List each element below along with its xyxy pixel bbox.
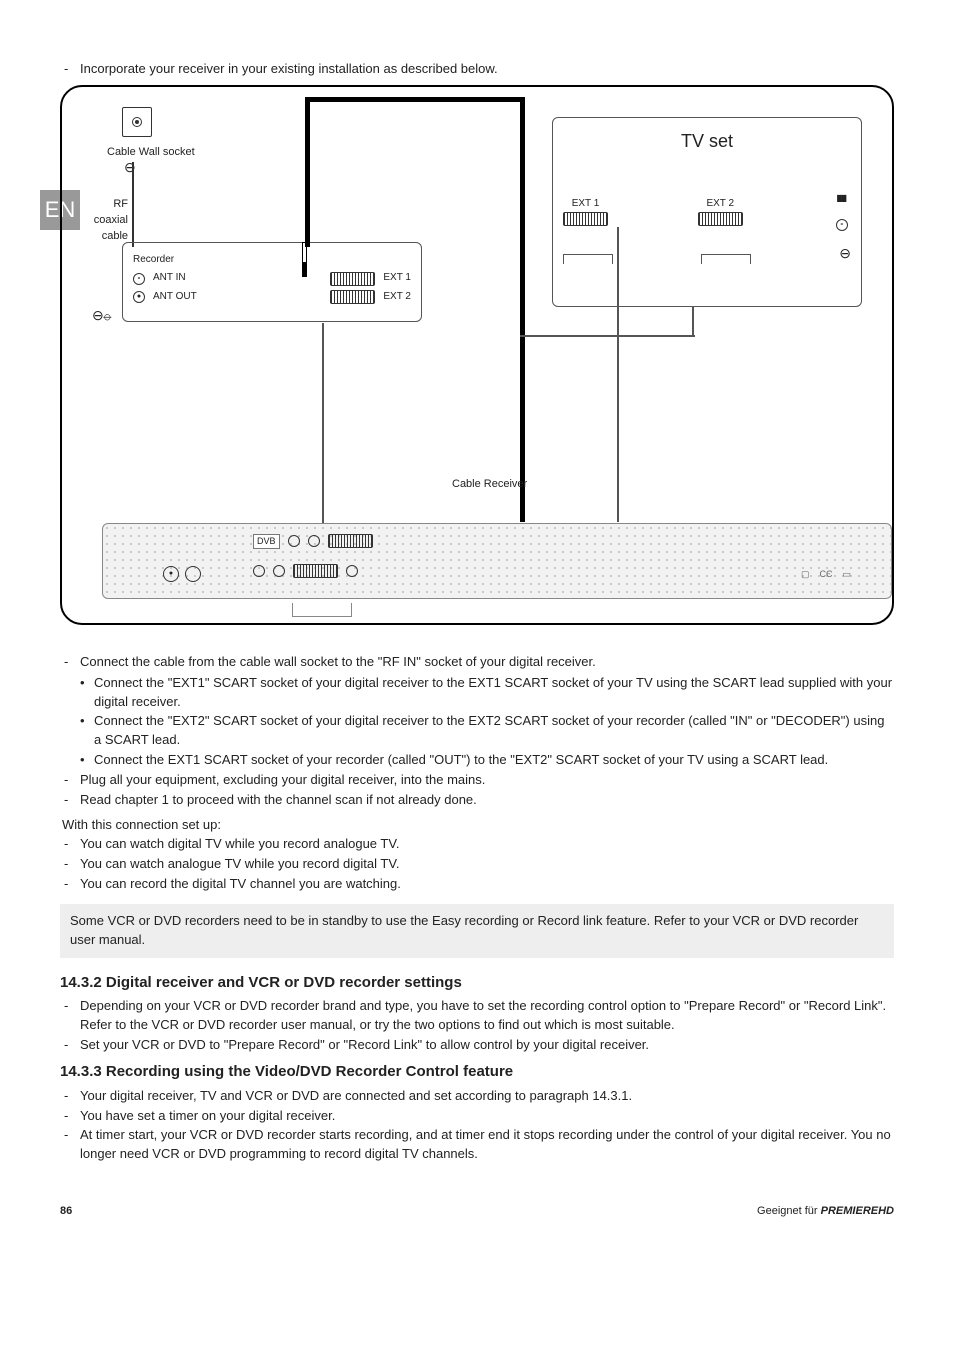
- footer-brand-line: Geeignet für PREMIEREHD: [757, 1204, 894, 1220]
- rcv-psu: ▭: [842, 568, 851, 581]
- connection-steps: Connect the cable from the cable wall so…: [60, 653, 894, 810]
- page-footer: 86 Geeignet für PREMIEREHD: [60, 1204, 894, 1220]
- tv-ext1-label: EXT 1: [563, 197, 608, 212]
- connection-diagram: Cable Wall socket ⊖ RF coaxial cable Rec…: [60, 85, 894, 625]
- setup-capabilities: You can watch digital TV while you recor…: [60, 835, 894, 894]
- cable-thin-tv2: [692, 307, 694, 337]
- sec3-item-0: Your digital receiver, TV and VCR or DVD…: [60, 1087, 894, 1106]
- cap-record-digital: You can record the digital TV channel yo…: [60, 875, 894, 894]
- rf-cable-line: [132, 162, 134, 247]
- sec2-item-1: Set your VCR or DVD to "Prepare Record" …: [60, 1036, 894, 1055]
- cable-thin-rec-down: [322, 323, 324, 523]
- footer-pre: Geeignet für: [757, 1205, 821, 1217]
- heading-14-3-2: 14.3.2 Digital receiver and VCR or DVD r…: [60, 972, 894, 994]
- ant-out-label: ANT OUT: [153, 290, 197, 305]
- recorder-ext2-label: EXT 2: [383, 290, 411, 305]
- sec2-item-0: Depending on your VCR or DVD recorder br…: [60, 997, 894, 1035]
- rcv-scart-1: [328, 534, 373, 548]
- step-plug-mains: Plug all your equipment, excluding your …: [60, 771, 894, 790]
- wall-socket-group: [122, 107, 152, 139]
- tv-ext1-scart-icon: [563, 212, 608, 226]
- page-number: 86: [60, 1204, 72, 1220]
- sec-14-3-3-list: Your digital receiver, TV and VCR or DVD…: [60, 1087, 894, 1164]
- footer-brand: PREMIERE: [821, 1205, 878, 1217]
- heading-14-3-3: 14.3.3 Recording using the Video/DVD Rec…: [60, 1061, 894, 1083]
- step-connect-cable: Connect the cable from the cable wall so…: [60, 653, 894, 770]
- cable-thin-tv1: [617, 307, 619, 522]
- step-connect-cable-text: Connect the cable from the cable wall so…: [80, 654, 596, 669]
- tv-speaker-icon: ▝▘: [833, 194, 851, 211]
- rcv-scart-2: [293, 564, 338, 578]
- tv-ext2-scart-icon: [698, 212, 743, 226]
- intro-text: Incorporate your receiver in your existi…: [60, 60, 894, 79]
- ant-in-label: ANT IN: [153, 271, 186, 286]
- tv-ext2-label: EXT 2: [698, 197, 743, 212]
- tv-stand-left: [563, 254, 613, 264]
- cable-thick-top: [305, 97, 525, 102]
- ant-out-icon: ●: [133, 291, 145, 303]
- cable-thick-leftv: [305, 97, 310, 247]
- rcv-port-1: [288, 535, 300, 547]
- sec3-item-1: You have set a timer on your digital rec…: [60, 1107, 894, 1126]
- standby-note: Some VCR or DVD recorders need to be in …: [60, 904, 894, 958]
- cable-thick-right: [520, 97, 525, 522]
- receiver-stand: [292, 603, 352, 617]
- cable-receiver-label: Cable Receiver: [452, 477, 527, 493]
- rcv-mark-box: ▢: [801, 568, 810, 581]
- recorder-power-icon: ⊖⦵: [92, 305, 112, 325]
- rcv-port-4: [273, 565, 285, 577]
- tv-box: TV set EXT 1 EXT 2 ▝▘ ∘ ⊖: [552, 117, 862, 307]
- dvb-badge: DVB: [253, 534, 280, 549]
- cable-thick-1a: [302, 262, 307, 277]
- tv-title: TV set: [563, 128, 851, 154]
- rcv-ce-mark: CЄ: [820, 568, 833, 581]
- recorder-label: Recorder: [133, 253, 213, 268]
- ant-in-icon: ∘: [133, 273, 145, 285]
- rcv-big-port-2: [185, 566, 201, 582]
- cap-watch-digital: You can watch digital TV while you recor…: [60, 835, 894, 854]
- recorder-ext1-scart-icon: [330, 272, 375, 286]
- wall-socket-icon: [122, 107, 152, 137]
- cable-thin-tv1b: [617, 227, 619, 307]
- rcv-port-2: [308, 535, 320, 547]
- intro-list: Incorporate your receiver in your existi…: [60, 60, 894, 79]
- rcv-port-5: [346, 565, 358, 577]
- sub-ext1-tv: Connect the "EXT1" SCART socket of your …: [80, 674, 894, 712]
- tv-power-icon: ⊖: [839, 243, 851, 263]
- step-read-ch1: Read chapter 1 to proceed with the chann…: [60, 791, 894, 810]
- rf-cable-label: RF coaxial cable: [84, 197, 128, 245]
- rcv-big-port-1: ●: [163, 566, 179, 582]
- cap-watch-analogue: You can watch analogue TV while you reco…: [60, 855, 894, 874]
- tv-stand-mid: [701, 254, 751, 264]
- tv-ant-icon: ∘: [836, 219, 848, 231]
- scart-sub-steps: Connect the "EXT1" SCART socket of your …: [80, 674, 894, 770]
- sec3-item-2: At timer start, your VCR or DVD recorder…: [60, 1126, 894, 1164]
- recorder-box: Recorder ∘ ANT IN EXT 1 ● ANT OUT EXT 2: [122, 242, 422, 322]
- with-this-setup: With this connection set up:: [60, 816, 894, 835]
- wall-socket-label: Cable Wall socket: [107, 145, 195, 161]
- cable-receiver-box: DVB ● ▢ CЄ ▭: [102, 523, 892, 599]
- recorder-ext2-scart-icon: [330, 290, 375, 304]
- cable-thin-bridge: [520, 335, 695, 337]
- sub-ext2-rec: Connect the "EXT2" SCART socket of your …: [80, 712, 894, 750]
- sub-rec-tv: Connect the EXT1 SCART socket of your re…: [80, 751, 894, 770]
- sec-14-3-2-list: Depending on your VCR or DVD recorder br…: [60, 997, 894, 1055]
- rcv-port-3: [253, 565, 265, 577]
- footer-hd: HD: [878, 1205, 894, 1217]
- recorder-ext1-label: EXT 1: [383, 271, 411, 286]
